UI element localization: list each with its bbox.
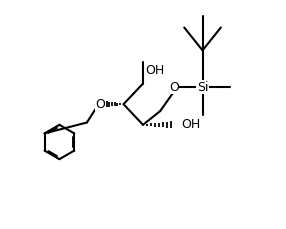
Text: O: O xyxy=(96,98,106,111)
Text: OH: OH xyxy=(145,64,164,77)
Text: O: O xyxy=(169,81,179,93)
Text: OH: OH xyxy=(181,118,200,131)
Text: Si: Si xyxy=(197,81,208,93)
